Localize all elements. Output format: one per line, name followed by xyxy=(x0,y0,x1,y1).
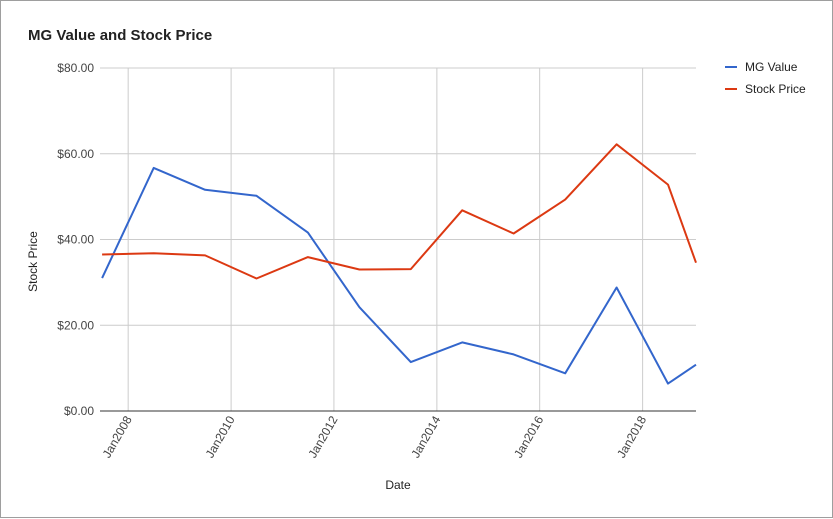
y-tick-label: $0.00 xyxy=(64,404,94,418)
x-tick-label: Jan2012 xyxy=(305,413,340,460)
x-tick-label: Jan2016 xyxy=(511,413,546,460)
y-axis-title: Stock Price xyxy=(26,231,40,292)
x-tick-label: Jan2008 xyxy=(100,413,135,460)
series-line-mg-value xyxy=(101,166,697,385)
legend-label: Stock Price xyxy=(745,82,806,96)
y-tick-label: $20.00 xyxy=(57,318,94,332)
x-tick-label: Jan2010 xyxy=(203,413,238,460)
x-tick-label: Jan2018 xyxy=(614,413,649,460)
y-tick-label: $40.00 xyxy=(57,233,94,247)
y-tick-label: $80.00 xyxy=(57,61,94,75)
series-line-stock-price xyxy=(102,143,697,280)
x-tick-label: Jan2014 xyxy=(408,413,443,460)
legend-label: MG Value xyxy=(745,60,798,74)
y-tick-label: $60.00 xyxy=(57,147,94,161)
x-axis-title: Date xyxy=(385,478,411,492)
chart-title: MG Value and Stock Price xyxy=(28,27,213,44)
